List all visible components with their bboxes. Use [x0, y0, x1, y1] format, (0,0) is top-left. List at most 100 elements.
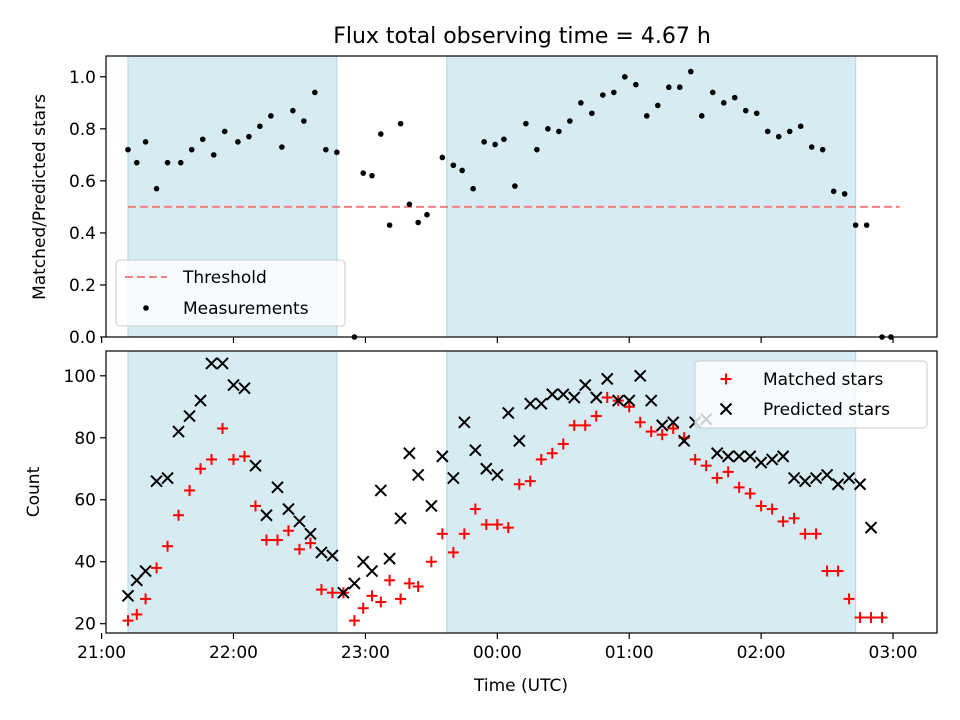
matched-star-point [513, 478, 525, 490]
marker-stroke [743, 450, 757, 463]
marker-stroke [546, 388, 559, 401]
predicted-star-point [864, 521, 878, 534]
marker-stroke [150, 474, 163, 488]
predicted-star-point [568, 391, 581, 404]
measurement-point [808, 144, 815, 150]
measurement-point [797, 123, 804, 130]
marker-stroke [666, 416, 680, 429]
predicted-star-point [710, 447, 724, 460]
predicted-star-point [502, 406, 515, 420]
predicted-star-point [411, 468, 425, 482]
measurement-point [775, 133, 782, 140]
measurement-point [415, 219, 421, 226]
measurement-point [481, 139, 487, 145]
matched-star-point [395, 593, 407, 605]
predicted-star-point [579, 378, 592, 392]
marker-stroke [853, 478, 867, 491]
marker-stroke [271, 481, 284, 494]
matched-star-point [228, 453, 240, 465]
measurement-point [153, 185, 160, 192]
marker-stroke [776, 450, 790, 463]
legend-plus-marker [720, 373, 732, 385]
y-tick-label: 80 [74, 429, 96, 449]
matched-star-point [546, 447, 558, 459]
measurement-point [439, 154, 446, 161]
top-x-ticks [101, 337, 894, 343]
bottom-y-axis-label: Count [24, 466, 44, 517]
marker-stroke [524, 397, 537, 410]
bottom-axes-frame [105, 350, 938, 634]
matched-star-point [412, 581, 424, 593]
bottom-legend: Matched stars Predicted stars [694, 360, 928, 429]
matched-star-point [645, 426, 657, 438]
measurement-point [731, 94, 738, 101]
predicted-star-point [374, 484, 388, 497]
matched-star-point [480, 519, 492, 531]
predicted-star-point [513, 434, 526, 448]
shaded-interval [446, 55, 857, 338]
marker-stroke [601, 372, 614, 386]
top-y-ticks: 0.0 0.2 0.4 0.6 0.8 1.0 [69, 68, 106, 348]
marker-stroke [326, 549, 339, 562]
predicted-star-point [469, 443, 482, 457]
marker-stroke [644, 394, 658, 407]
marker-stroke [337, 586, 350, 599]
predicted-star-point [150, 474, 163, 488]
matched-star-point [375, 596, 387, 608]
measurement-point [459, 167, 465, 174]
marker-stroke [365, 564, 379, 578]
x-tick-label: 21:00 [77, 643, 126, 663]
predicted-star-point [820, 468, 834, 482]
matched-star-point [821, 565, 833, 577]
matched-star-point [184, 484, 196, 496]
x-tick-label: 23:00 [341, 643, 390, 663]
measurement-point [665, 84, 672, 91]
measurement-point [246, 133, 252, 140]
predicted-star-point [447, 471, 460, 485]
marker-stroke [260, 509, 273, 522]
marker-stroke [394, 512, 407, 525]
top-legend: Threshold Measurements [115, 259, 346, 327]
predicted-star-point [238, 381, 251, 395]
measurement-point [556, 128, 562, 135]
top-axes-frame [105, 55, 938, 338]
measurement-point [470, 185, 476, 192]
matched-star-point [458, 528, 470, 540]
marker-stroke [491, 468, 504, 482]
predicted-star-point [260, 509, 273, 522]
legend-measurements-label: Measurements [183, 299, 309, 319]
measurement-point [764, 128, 771, 135]
measurement-point [323, 146, 329, 153]
matched-star-point [403, 577, 415, 589]
legend-predicted-swatch [719, 402, 733, 416]
marker-stroke [535, 397, 548, 410]
bottom-y-ticks: 20 40 60 80 100 [64, 367, 106, 635]
predicted-star-point [743, 450, 757, 463]
marker-stroke [809, 471, 823, 485]
marker-stroke [216, 357, 229, 370]
matched-star-point [766, 503, 778, 515]
measurement-point [334, 149, 340, 156]
y-tick-label: 0.6 [69, 172, 96, 192]
matched-star-point [384, 574, 396, 586]
marker-stroke [831, 478, 845, 491]
predicted-star-point [216, 357, 229, 370]
predicted-star-point [194, 394, 207, 407]
matched-star-point [293, 543, 305, 555]
y-tick-label: 0.2 [69, 276, 96, 296]
matched-star-point [469, 503, 481, 515]
matched-star-point [131, 608, 143, 620]
marker-stroke [121, 589, 135, 603]
measurement-point [819, 146, 826, 153]
measurement-point [378, 131, 384, 137]
legend-predicted-label: Predicted stars [763, 400, 890, 420]
marker-stroke [513, 434, 526, 448]
predicted-star-point [535, 397, 548, 410]
predicted-star-point [612, 394, 625, 407]
predicted-star-point [183, 409, 196, 423]
measurement-point [290, 107, 296, 114]
matched-star-point [260, 534, 272, 546]
predicted-star-point [172, 425, 185, 438]
measurement-point [676, 84, 683, 91]
predicted-stars-points [121, 357, 878, 603]
